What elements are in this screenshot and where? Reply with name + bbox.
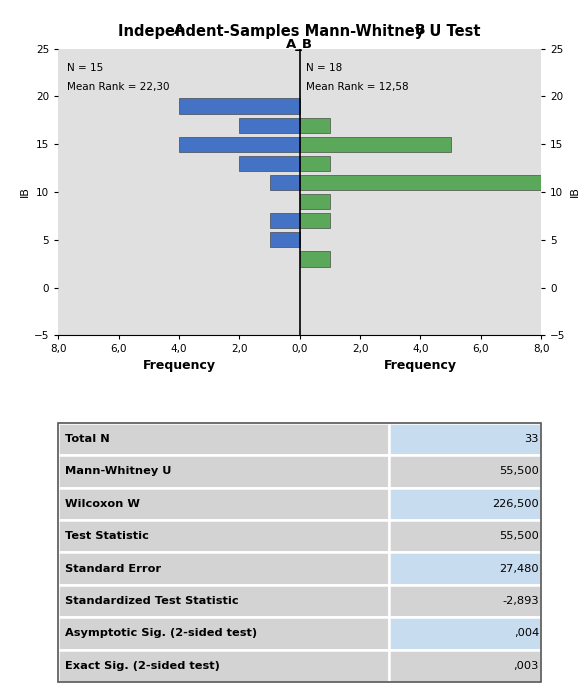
Bar: [58, 488, 389, 520]
Bar: [58, 422, 389, 455]
Text: Total N: Total N: [65, 434, 110, 444]
Bar: [300, 175, 541, 190]
Text: Mean Rank = 22,30: Mean Rank = 22,30: [68, 82, 170, 92]
Bar: [239, 118, 300, 133]
Bar: [58, 455, 389, 488]
Text: N = 18: N = 18: [306, 63, 342, 73]
Text: Mean Rank = 12,58: Mean Rank = 12,58: [306, 82, 409, 92]
Text: N = 15: N = 15: [68, 63, 104, 73]
Y-axis label: IB: IB: [20, 187, 30, 198]
Text: 55,500: 55,500: [499, 466, 539, 476]
Text: Standard Error: Standard Error: [65, 564, 162, 574]
Bar: [300, 156, 330, 171]
Bar: [300, 251, 330, 267]
Bar: [389, 422, 541, 455]
Text: -2,893: -2,893: [502, 596, 539, 606]
Bar: [300, 213, 330, 228]
Bar: [269, 213, 300, 228]
Y-axis label: IB: IB: [570, 187, 580, 198]
Text: 33: 33: [524, 434, 539, 444]
Bar: [300, 118, 330, 133]
Text: Asymptotic Sig. (2-sided test): Asymptotic Sig. (2-sided test): [65, 628, 258, 638]
Text: 55,500: 55,500: [499, 531, 539, 541]
Bar: [269, 175, 300, 190]
Bar: [58, 617, 389, 649]
Text: 226,500: 226,500: [492, 499, 539, 509]
Text: Independent-Samples Mann-Whitney U Test: Independent-Samples Mann-Whitney U Test: [119, 24, 481, 40]
Bar: [58, 585, 389, 617]
Bar: [58, 520, 389, 553]
Bar: [179, 136, 300, 152]
Bar: [58, 553, 389, 585]
Text: Frequency: Frequency: [143, 359, 215, 372]
Bar: [389, 520, 541, 553]
Text: B: B: [415, 23, 426, 38]
Bar: [300, 136, 450, 152]
Bar: [269, 232, 300, 248]
Bar: [389, 553, 541, 585]
Text: Mann-Whitney U: Mann-Whitney U: [65, 466, 172, 476]
Text: ,004: ,004: [513, 628, 539, 638]
Bar: [389, 488, 541, 520]
Bar: [389, 585, 541, 617]
Text: ,003: ,003: [513, 661, 539, 671]
Bar: [389, 617, 541, 649]
Text: Frequency: Frequency: [384, 359, 457, 372]
Text: 27,480: 27,480: [499, 564, 539, 574]
Bar: [389, 649, 541, 682]
Text: A: A: [173, 23, 184, 38]
Bar: [300, 194, 330, 209]
Bar: [179, 98, 300, 113]
Text: Standardized Test Statistic: Standardized Test Statistic: [65, 596, 239, 606]
Bar: [239, 156, 300, 171]
Text: Exact Sig. (2-sided test): Exact Sig. (2-sided test): [65, 661, 221, 671]
Text: A_B: A_B: [286, 38, 313, 52]
Text: Wilcoxon W: Wilcoxon W: [65, 499, 140, 509]
Text: Test Statistic: Test Statistic: [65, 531, 150, 541]
Bar: [389, 455, 541, 488]
Bar: [58, 649, 389, 682]
